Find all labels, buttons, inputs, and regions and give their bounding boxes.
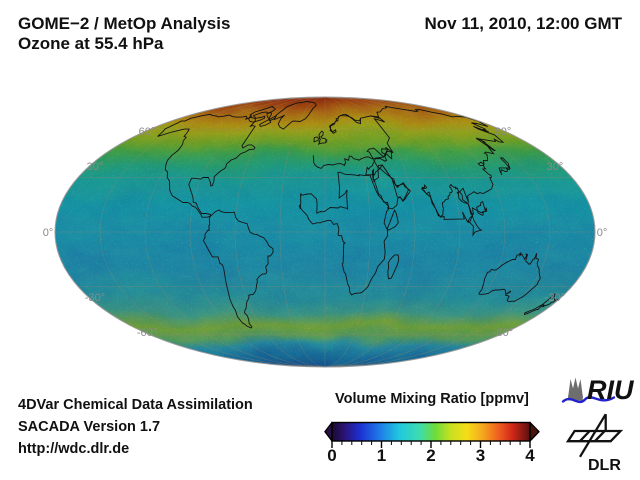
svg-text:DLR: DLR bbox=[588, 457, 621, 474]
svg-text:RIU: RIU bbox=[587, 375, 635, 405]
